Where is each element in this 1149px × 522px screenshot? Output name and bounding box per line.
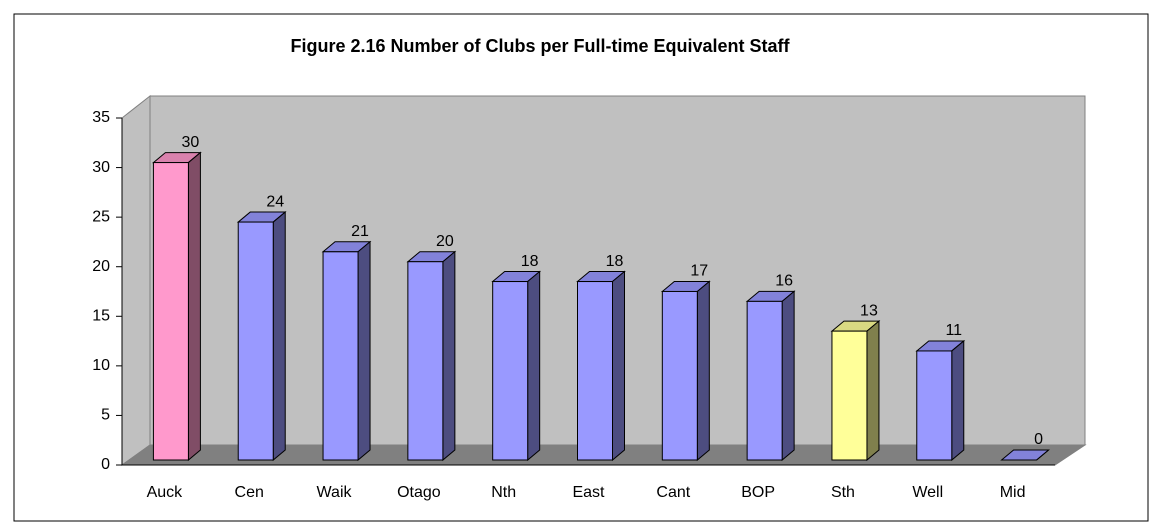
data-label: 0 [1034, 431, 1043, 448]
y-tick-label: 15 [92, 308, 110, 325]
bar-front [237, 221, 274, 461]
bar [660, 280, 711, 462]
bar-front [152, 162, 189, 461]
bar-side [866, 320, 880, 462]
side-wall [121, 94, 151, 466]
x-tick-label: Mid [1000, 484, 1026, 501]
data-label: 30 [182, 134, 200, 151]
data-label: 16 [775, 273, 793, 290]
y-tick-label: 10 [92, 357, 110, 374]
bar [576, 270, 626, 462]
x-tick-label: East [572, 484, 605, 501]
data-label: 18 [521, 253, 539, 270]
bar [152, 151, 202, 462]
bar-front [577, 281, 613, 461]
x-tick-label: Auck [147, 484, 184, 501]
data-label: 18 [606, 253, 624, 270]
data-label: 13 [860, 302, 878, 319]
bar-side [187, 151, 201, 462]
bar-side [527, 270, 541, 462]
y-tick-label: 25 [92, 208, 110, 225]
bar-side [612, 270, 625, 462]
bar-side [357, 240, 371, 462]
bar [745, 290, 796, 462]
bar-front [831, 330, 868, 461]
x-tick-label: Nth [491, 484, 516, 501]
bar-side [442, 250, 456, 462]
y-tick-label: 30 [92, 159, 110, 176]
y-tick-label: 0 [101, 456, 110, 473]
x-tick-label: Well [912, 484, 943, 501]
data-label: 11 [945, 322, 962, 339]
x-tick-label: Waik [317, 484, 353, 501]
bar [830, 320, 881, 462]
data-label: 24 [266, 193, 284, 210]
x-tick-label: Cant [656, 484, 690, 501]
bar-side [951, 339, 965, 462]
x-tick-label: BOP [741, 484, 775, 501]
bar-front [746, 300, 783, 461]
y-tick-label: 35 [92, 109, 110, 126]
bar-side [781, 290, 795, 462]
y-tick-label: 5 [101, 407, 110, 424]
bar [1000, 449, 1050, 461]
bar-side [1036, 449, 1049, 461]
bar-front [492, 281, 529, 461]
bar [491, 270, 542, 462]
bar-side [272, 210, 286, 462]
bar-front [661, 290, 698, 461]
bar-front [407, 261, 444, 461]
bar [406, 250, 457, 462]
chart-title: Figure 2.16 Number of Clubs per Full-tim… [290, 36, 790, 56]
bar [321, 240, 372, 462]
bar-side [696, 280, 710, 462]
x-tick-label: Sth [831, 484, 855, 501]
data-label: 21 [351, 223, 369, 240]
bar [236, 210, 287, 462]
x-tick-label: Otago [397, 484, 441, 501]
bar [915, 339, 966, 462]
y-tick-label: 20 [92, 258, 110, 275]
bar-front [322, 251, 359, 461]
data-label: 20 [436, 233, 454, 250]
data-label: 17 [690, 263, 708, 280]
bar-front [916, 350, 953, 461]
x-tick-label: Cen [235, 484, 264, 501]
